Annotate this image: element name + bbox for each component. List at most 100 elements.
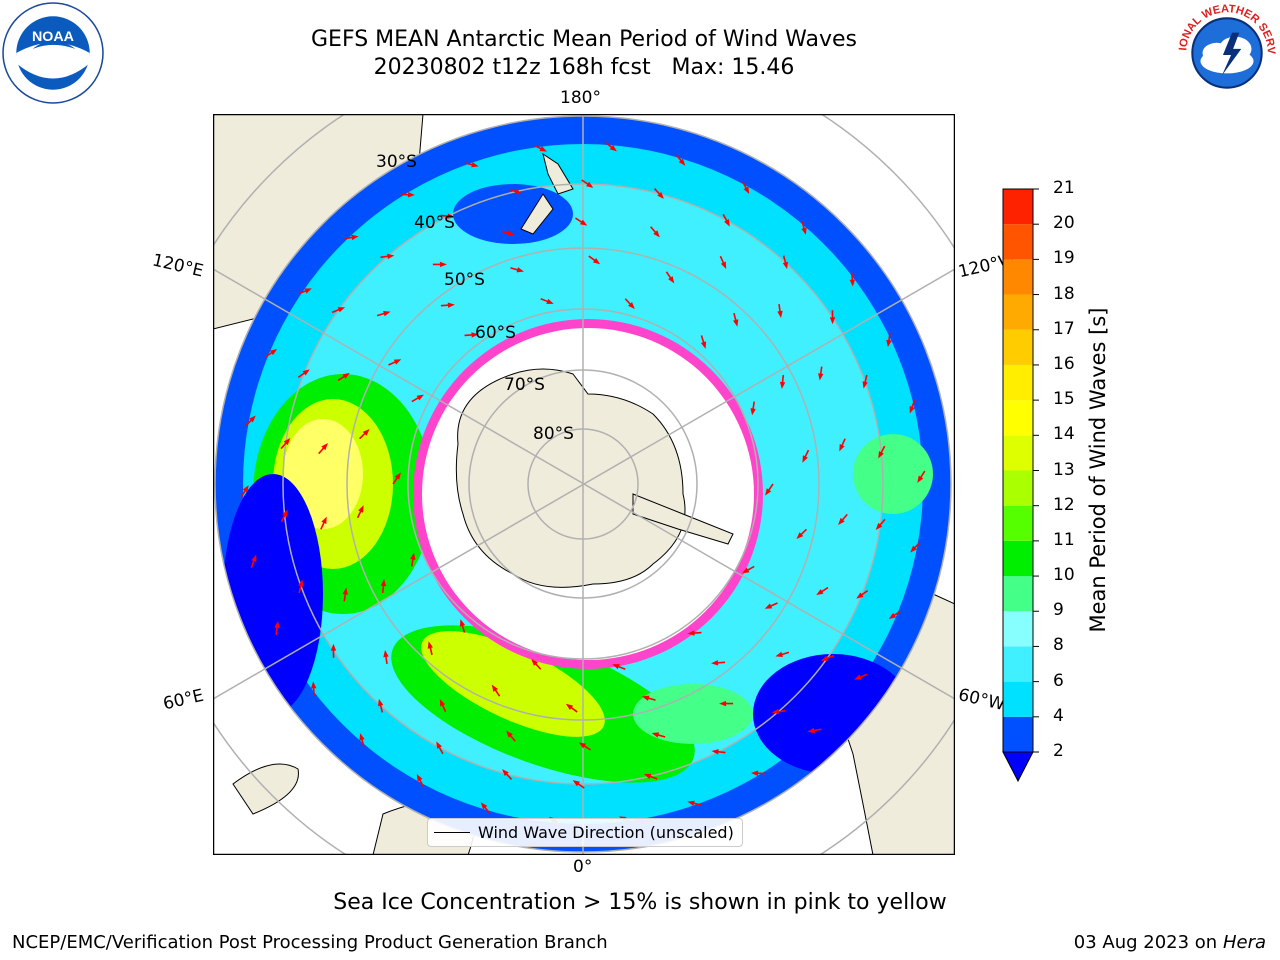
footer-host: Hera (1222, 932, 1266, 953)
colorbar-tick-label: 8 (1053, 635, 1064, 656)
wind-arrow-head (358, 505, 364, 513)
wind-arrow-head (779, 381, 786, 389)
wind-arrow-head (342, 587, 348, 595)
antarctic-peninsula-land (632, 493, 734, 545)
wind-arrow-head (283, 438, 291, 446)
lat-label-60s: 60°S (475, 323, 516, 343)
wind-arrow-head (447, 302, 455, 308)
lat-label-70s: 70°S (504, 375, 545, 395)
legend-line-swatch (434, 832, 470, 833)
wind-arrow-head (771, 708, 779, 715)
wind-arrow-head (668, 276, 675, 284)
wind-arrow-head (796, 532, 804, 540)
wind-arrow-head (711, 660, 719, 666)
colorbar-tick-label: 11 (1053, 529, 1075, 550)
colorbar-band (1003, 646, 1033, 682)
wind-arrow-head (651, 732, 660, 738)
wind-arrow-head (471, 162, 479, 168)
footer-date-text: 03 Aug 2023 on (1073, 932, 1218, 953)
colorbar-tick-label: 19 (1053, 248, 1075, 269)
wind-arrow-head (269, 349, 278, 356)
polar-map[interactable] (213, 114, 955, 855)
wind-arrow-head (439, 261, 447, 268)
wind-arrow-head (765, 488, 772, 496)
wind-arrow-head (711, 749, 719, 755)
new-zealand-land (520, 152, 574, 235)
colorbar-band (1003, 400, 1033, 436)
wind-arrow-head (516, 267, 524, 273)
wind-arrow-head (531, 658, 538, 666)
wind-arrow-head (393, 359, 402, 365)
wind-arrow-head (807, 727, 815, 734)
wind-arrow-head (337, 307, 346, 313)
wind-arrow-head (572, 780, 580, 787)
wind-arrow-head (436, 741, 442, 749)
wind-arrow-head (801, 227, 807, 235)
legend-label: Wind Wave Direction (unscaled) (478, 823, 734, 842)
wind-arrow-head (249, 415, 256, 423)
wind-arrow-head (724, 219, 730, 227)
colorbar-tick-label: 20 (1053, 213, 1075, 234)
wind-arrow-head (653, 230, 660, 238)
wind-arrow-head (410, 552, 416, 560)
wind-arrow-head (829, 317, 836, 325)
wind-arrow-head (351, 234, 359, 241)
lon-label-120e: 120°E (150, 250, 206, 282)
wind-arrow-head (342, 372, 350, 379)
wind-arrow-head (298, 579, 304, 587)
colorbar-tick-label: 13 (1053, 459, 1075, 480)
colorbar-band (1003, 329, 1033, 365)
wind-arrow-head (251, 554, 257, 563)
wind-arrow-head (775, 651, 783, 657)
colorbar-band (1003, 224, 1033, 260)
wind-arrow-head (282, 509, 288, 517)
wind-arrow-head (380, 579, 387, 587)
wind-arrow-head (849, 279, 856, 287)
wind-arrow-head (910, 545, 917, 553)
wind-arrow-head (592, 258, 601, 265)
wind-arrow-head (687, 630, 695, 636)
wind-arrow-head (546, 298, 554, 304)
colorbar-tick-label: 12 (1053, 494, 1075, 515)
colorbar-tick-label: 17 (1053, 318, 1075, 339)
colorbar-label: Mean Period of Wind Waves [s] (1086, 307, 1110, 633)
colorbar (1002, 188, 1039, 783)
lon-label-60e: 60°E (161, 685, 206, 715)
wind-arrow-head (439, 699, 446, 707)
wind-arrow-head (820, 655, 829, 661)
wind-arrow-head (471, 332, 479, 338)
wind-arrow-head (321, 443, 328, 451)
colorbar-tick-label: 9 (1053, 600, 1064, 621)
colorbar-tick-label: 4 (1053, 705, 1064, 726)
wind-arrow-head (764, 603, 773, 609)
wind-arrow-head (304, 288, 312, 294)
colorbar-band (1003, 470, 1033, 506)
map-legend: Wind Wave Direction (unscaled) (427, 818, 743, 847)
sea-ice-note: Sea Ice Concentration > 15% is shown in … (333, 890, 947, 915)
footer-branch: NCEP/EMC/Verification Post Processing Pr… (12, 932, 608, 953)
wind-arrow-head (459, 619, 466, 627)
wind-arrow-head (733, 319, 739, 327)
wind-arrow-head (628, 302, 635, 310)
wind-arrow-head (502, 769, 509, 777)
colorbar-tick-label: 14 (1053, 424, 1075, 445)
wind-arrow-head (387, 253, 395, 260)
lat-label-30s: 30°S (376, 152, 417, 172)
wind-wave-arrows (240, 142, 926, 826)
wind-arrow-head (839, 443, 845, 452)
nws-logo: NATIONAL WEATHER SERVICE (1176, 2, 1277, 103)
wind-arrow-head (742, 567, 750, 574)
wind-arrow-head (856, 592, 864, 599)
wind-arrow-head (917, 475, 924, 483)
wind-arrow-head (565, 703, 574, 710)
colorbar-band (1003, 576, 1033, 612)
graticule (213, 114, 955, 855)
wind-arrow-head (818, 373, 824, 381)
wind-arrow-head (678, 158, 686, 166)
wind-arrow-head (578, 742, 587, 749)
colorbar-tick-label: 10 (1053, 565, 1075, 586)
wind-arrow-head (310, 681, 317, 689)
wind-arrow-head (609, 145, 617, 152)
wind-arrow-head (302, 369, 310, 376)
wind-arrow-head (377, 698, 384, 707)
